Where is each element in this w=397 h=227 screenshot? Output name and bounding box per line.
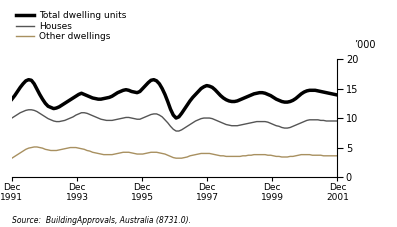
Houses xyxy=(79,111,84,114)
Other dwellings xyxy=(10,157,14,160)
Other dwellings xyxy=(335,154,340,157)
Total dwelling units xyxy=(123,88,128,91)
Houses xyxy=(123,116,128,119)
Houses xyxy=(271,123,276,126)
Houses xyxy=(335,120,340,122)
Other dwellings xyxy=(268,154,273,157)
Total dwelling units xyxy=(48,106,53,109)
Houses xyxy=(174,130,179,132)
Total dwelling units xyxy=(271,96,276,99)
Total dwelling units xyxy=(266,93,270,96)
Other dwellings xyxy=(263,153,268,156)
Houses xyxy=(26,109,31,111)
Other dwellings xyxy=(48,149,53,152)
Line: Other dwellings: Other dwellings xyxy=(12,147,337,158)
Total dwelling units xyxy=(10,98,14,101)
Text: ’000: ’000 xyxy=(355,39,376,49)
Houses xyxy=(10,117,14,119)
Total dwelling units xyxy=(241,97,245,100)
Legend: Total dwelling units, Houses, Other dwellings: Total dwelling units, Houses, Other dwel… xyxy=(16,11,126,41)
Other dwellings xyxy=(32,146,37,148)
Houses xyxy=(48,118,53,121)
Other dwellings xyxy=(79,147,84,150)
Total dwelling units xyxy=(335,94,340,96)
Houses xyxy=(266,121,270,123)
Total dwelling units xyxy=(79,92,84,95)
Total dwelling units xyxy=(26,78,31,81)
Text: Source:  BuildingApprovals, Australia (8731.0).: Source: BuildingApprovals, Australia (87… xyxy=(12,216,191,225)
Total dwelling units xyxy=(174,117,179,119)
Line: Total dwelling units: Total dwelling units xyxy=(12,80,337,118)
Houses xyxy=(241,123,245,126)
Line: Houses: Houses xyxy=(12,110,337,131)
Other dwellings xyxy=(238,155,243,158)
Other dwellings xyxy=(123,151,128,154)
